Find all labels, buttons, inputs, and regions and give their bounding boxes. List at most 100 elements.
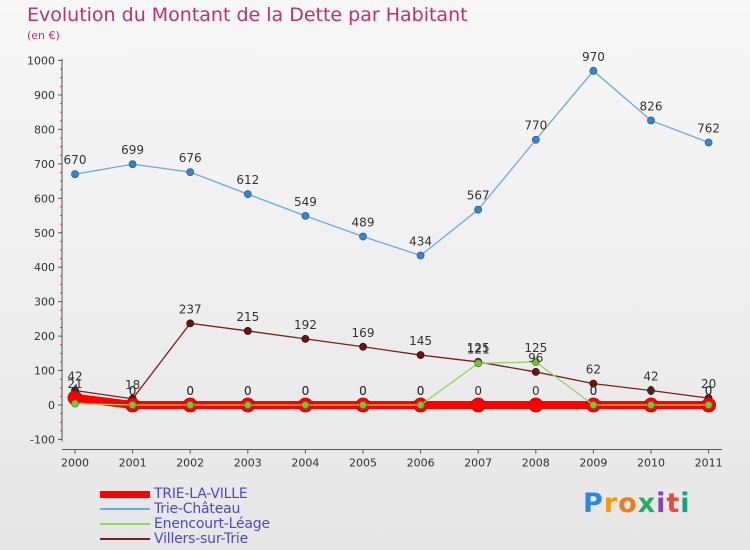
data-label: 0 (359, 384, 367, 398)
y-tick-label: 300 (34, 296, 55, 309)
data-labels: 21 0 0 0 0 0 0 0 0 0 0 0 670 699 676 612 549 489 434 567 770… (64, 50, 721, 398)
data-label: 169 (352, 326, 375, 340)
data-label: 125 (524, 341, 547, 355)
data-point (416, 351, 425, 359)
data-point (71, 399, 79, 408)
data-point (416, 251, 425, 260)
data-point (704, 401, 713, 409)
data-label: 4 (71, 383, 79, 397)
data-point (589, 379, 598, 388)
y-tick-label: 500 (34, 227, 55, 240)
x-tick-label: 2010 (637, 456, 665, 469)
data-label: 612 (236, 173, 259, 187)
chart-subtitle: (en €) (27, 29, 60, 42)
logo-letter: i (656, 488, 667, 519)
data-label: 18 (125, 378, 140, 392)
data-label: 42 (643, 370, 658, 384)
series-3 (71, 319, 713, 403)
x-tick-label: 2001 (119, 456, 147, 469)
y-tick-label: -100 (30, 433, 55, 446)
data-label: 0 (532, 384, 540, 398)
data-point (301, 211, 310, 220)
data-point (589, 66, 598, 75)
series-0 (67, 390, 716, 413)
x-tick-label: 2003 (234, 456, 262, 469)
data-label: 0 (186, 384, 194, 398)
data-point (531, 135, 540, 144)
data-point (647, 386, 655, 395)
data-label: 770 (524, 119, 547, 133)
data-label: 0 (302, 384, 310, 398)
chart-title: Evolution du Montant de la Dette par Hab… (27, 4, 468, 26)
data-label: 96 (528, 351, 543, 365)
y-tick-label: 1000 (27, 55, 55, 68)
data-point (531, 358, 540, 366)
data-label: 0 (647, 384, 655, 398)
logo-letter: r (603, 488, 619, 519)
data-label: 0 (244, 384, 252, 398)
y-tick-label: 800 (34, 123, 55, 136)
data-point (647, 401, 655, 409)
data-label: 0 (417, 384, 425, 398)
series-layer (67, 66, 716, 413)
y-tick-label: 700 (34, 158, 55, 171)
y-tick-label: 400 (34, 261, 55, 274)
data-label: 125 (467, 341, 490, 355)
data-label: 0 (647, 384, 655, 398)
data-point (528, 397, 544, 413)
data-point (186, 319, 195, 328)
legend-label: Enencourt-Léage (154, 516, 270, 532)
x-tick-label: 2005 (349, 456, 377, 469)
data-point (186, 401, 195, 409)
data-label: 215 (236, 310, 259, 324)
data-label: 549 (294, 195, 317, 209)
x-tick-label: 2000 (61, 456, 89, 469)
legend: TRIE-LA-VILLE Trie-Château Enencourt-Léa… (100, 486, 300, 547)
data-label: 0 (590, 384, 598, 398)
legend-item: Villers-sur-Trie (100, 531, 300, 547)
x-tick-label: 2006 (407, 456, 435, 469)
series-2 (71, 358, 713, 409)
legend-item: TRIE-LA-VILLE (100, 486, 300, 502)
data-label: 42 (67, 370, 82, 384)
data-label: 0 (244, 384, 252, 398)
data-label: 762 (697, 121, 720, 135)
x-tick-label: 2009 (579, 456, 607, 469)
data-label: 0 (417, 384, 425, 398)
data-label: 0 (186, 384, 194, 398)
data-point (359, 401, 367, 409)
data-label: 192 (294, 318, 317, 332)
series-line (74, 322, 710, 400)
data-label: 826 (640, 99, 663, 113)
data-point (186, 168, 195, 177)
x-tick-label: 2007 (464, 456, 492, 469)
data-point (243, 190, 252, 199)
y-tick-label: 200 (34, 330, 55, 343)
data-label: 145 (409, 334, 432, 348)
data-label: 21 (67, 377, 82, 391)
data-label: 20 (701, 377, 716, 391)
data-point (474, 359, 483, 368)
data-label: 62 (586, 363, 601, 377)
y-tick-label: 100 (34, 365, 55, 378)
data-point (470, 397, 486, 413)
data-point (416, 401, 425, 409)
data-point (647, 116, 655, 125)
data-point (474, 205, 483, 214)
data-label: 0 (590, 384, 598, 398)
data-point (301, 334, 310, 343)
data-label: 0 (705, 384, 713, 398)
y-tick-label: 900 (34, 89, 55, 102)
proxiti-logo: Proxiti (583, 488, 691, 519)
data-label: 676 (179, 151, 202, 165)
legend-item: Enencourt-Léage (100, 516, 300, 532)
data-point (704, 138, 713, 147)
y-tick-label: 0 (48, 399, 55, 412)
legend-swatch (100, 523, 150, 525)
legend-label: Villers-sur-Trie (154, 531, 249, 547)
data-point (71, 170, 79, 179)
legend-swatch (100, 508, 150, 510)
data-label: 0 (129, 384, 137, 398)
data-point (359, 232, 367, 241)
